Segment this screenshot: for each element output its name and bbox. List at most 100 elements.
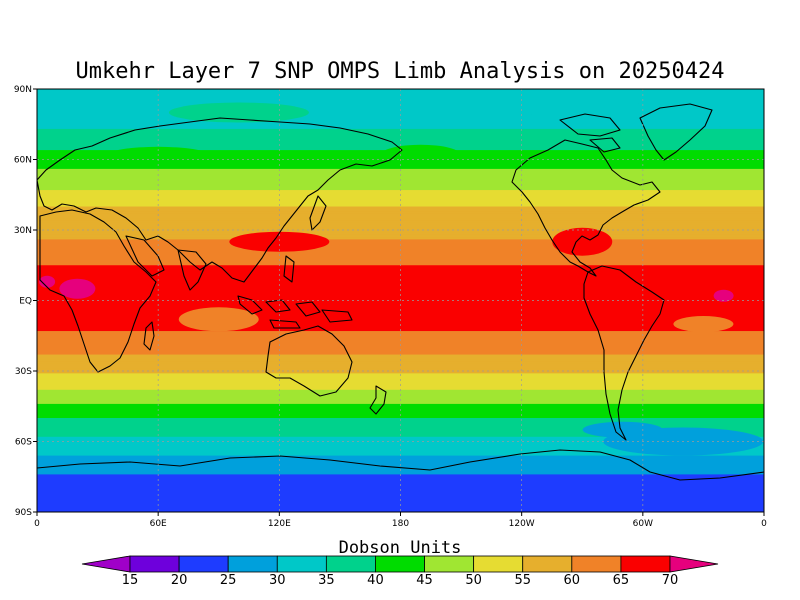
contour-band (37, 100, 764, 104)
contour-band (37, 180, 764, 184)
coastline-arabia (125, 235, 165, 277)
contour-band (37, 230, 764, 233)
colorbar-label: 30 (269, 573, 286, 588)
colorbar-label: 15 (122, 573, 139, 588)
contour-feature (552, 227, 613, 256)
contour-band (37, 472, 764, 475)
coastline-north-america (511, 139, 661, 277)
contour-band (37, 387, 764, 391)
coastline-africa (39, 209, 157, 373)
contour-band (37, 406, 764, 410)
contour-band (37, 331, 764, 334)
contour-band (37, 481, 764, 485)
contour-band (37, 469, 764, 473)
colorbar-swatch (473, 555, 524, 573)
coastlines (37, 103, 764, 481)
colorbar-label: 60 (564, 573, 581, 588)
colorbar: 15 20 25 30 35 40 45 50 55 60 65 70 (81, 555, 719, 588)
colorbar-label: 35 (318, 573, 335, 588)
contour-band (37, 507, 764, 511)
coastline-japan (309, 195, 327, 231)
contour-band (37, 401, 764, 405)
contour-band (37, 192, 764, 196)
contour-band (37, 300, 764, 304)
colorbar-swatch (375, 555, 425, 573)
contour-feature (168, 102, 309, 123)
contour-band (37, 269, 764, 273)
contour-band (37, 295, 764, 299)
contour-band (37, 197, 764, 201)
contour-band (37, 201, 764, 205)
colorbar-swatch (227, 555, 278, 573)
latitude-ticks: 90N 60N 30N EQ 30S 60S 90S (14, 85, 37, 518)
contour-band (37, 490, 764, 494)
colorbar-swatch (522, 555, 573, 573)
contour-band (37, 246, 764, 250)
coastline-philippines (283, 255, 295, 283)
contour-band (37, 117, 764, 121)
contour-band (37, 450, 764, 454)
colorbar-title: Dobson Units (339, 538, 462, 558)
contour-feature (673, 316, 734, 332)
coastline-madagascar (143, 321, 155, 351)
contour-band (37, 436, 764, 440)
x-tick-label: 0 (761, 519, 767, 529)
contour-feature (380, 144, 461, 165)
contour-band (37, 312, 764, 316)
contour-band (37, 326, 764, 330)
contour-feature (522, 95, 643, 120)
contour-band (37, 467, 764, 471)
contour-band (37, 281, 764, 285)
contour-band (37, 455, 764, 459)
contour-band (37, 136, 764, 139)
x-tick-label: 180 (392, 519, 409, 529)
contour-band (37, 316, 764, 320)
colorbar-label: 40 (367, 573, 384, 588)
colorbar-label: 50 (465, 573, 482, 588)
contour-band (37, 446, 764, 450)
contour-band (37, 352, 764, 356)
contour-band (37, 272, 764, 276)
contour-band (37, 361, 764, 365)
coastline-south-america (583, 265, 665, 441)
contour-band (37, 500, 764, 504)
coastline-india (177, 249, 207, 291)
colorbar-swatch (178, 555, 229, 573)
contour-band (37, 175, 764, 179)
y-tick-label: 30S (15, 367, 32, 377)
y-tick-label: EQ (19, 297, 32, 307)
contour-band (37, 385, 764, 389)
coastline-arctic-islands (559, 113, 621, 153)
contour-band (37, 251, 764, 255)
coastline-eurasia (37, 117, 403, 283)
contour-band (37, 112, 764, 116)
contour-band (37, 126, 764, 130)
x-tick-label: 60W (633, 519, 653, 529)
contour-band (37, 166, 764, 170)
contour-band (37, 380, 764, 384)
coastline-new-zealand (369, 385, 387, 415)
coastline-greenland (639, 103, 713, 161)
contour-band (37, 427, 764, 431)
colorbar-swatch (620, 555, 671, 573)
contour-band (37, 392, 764, 396)
contour-band (37, 504, 764, 508)
contour-band (37, 171, 764, 175)
contour-feature (713, 289, 734, 302)
contour-band (37, 432, 764, 436)
contour-band (37, 206, 764, 210)
contour-band (37, 291, 764, 295)
colorbar-label: 25 (220, 573, 237, 588)
contour-band (37, 356, 764, 360)
contour-features (39, 95, 764, 456)
contour-band (37, 91, 764, 95)
contour-band (37, 241, 764, 245)
y-tick-label: 60S (15, 438, 32, 448)
contour-band (37, 375, 764, 379)
contour-band (37, 495, 764, 499)
contour-band (37, 371, 764, 374)
contour-band (37, 305, 764, 309)
contour-band (37, 366, 764, 370)
contour-band (37, 410, 764, 414)
